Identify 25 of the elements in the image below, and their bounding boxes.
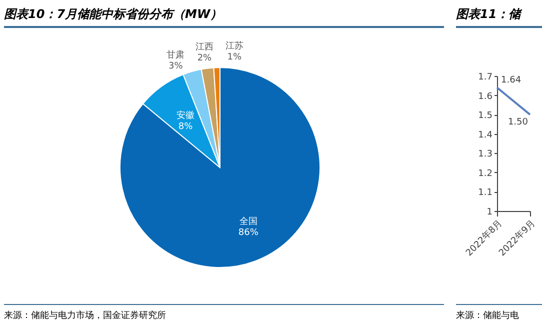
y-tick-label: 1.3 [478,150,492,160]
slice-label: 甘肃 [166,49,185,60]
data-label: 2% [197,53,212,64]
source-note: 来源：储能与电 [456,304,542,322]
y-tick-label: 1.5 [478,111,492,122]
chart-title: 图表10：7月储能中标省份分布（MW） [4,6,444,28]
y-tick-label: 1.1 [478,188,492,198]
chart-title: 图表11：储 [456,6,542,28]
data-label: 86% [238,228,259,238]
y-tick-label: 1.4 [478,130,493,140]
source-note: 来源：储能与电力市场，国金证券研究所 [4,304,444,322]
y-tick-label: 1.6 [478,92,493,102]
slice-label: 安徽 [176,110,195,121]
y-tick-label: 1.2 [478,168,492,179]
slice-label: 江西 [195,41,214,52]
data-label: 1.50 [508,118,528,128]
slice-label: 江苏 [225,40,244,52]
data-label: 3% [168,61,184,72]
data-label: 1% [227,52,242,63]
data-label: 1.64 [501,76,522,86]
y-tick-label: 1.7 [478,72,492,82]
slice-label: 全国 [239,216,258,228]
pie-slice [120,67,320,268]
y-tick-label: 1 [486,208,492,218]
data-label: 8% [178,122,194,132]
